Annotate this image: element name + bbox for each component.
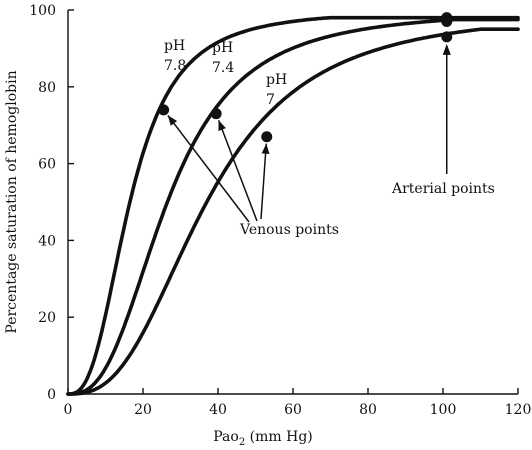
venous-arrow-2 [217, 119, 258, 222]
x-axis-label: Pao2 (mm Hg) [213, 429, 313, 448]
x-tick-label: 0 [64, 402, 73, 418]
curves [66, 15, 520, 396]
x-axis-label-main: Pao [213, 429, 239, 445]
y-tick-label: 60 [38, 157, 56, 173]
points [158, 12, 453, 143]
x-tick-label: 40 [209, 402, 227, 418]
arterial-point-3 [441, 31, 453, 43]
venous-point-1 [158, 104, 170, 116]
x-tick-label: 100 [430, 402, 457, 418]
arterial-points-label: Arterial points [391, 181, 495, 197]
series-labels: pH 7.8 pH 7.4 pH 7 [164, 38, 287, 108]
x-tick-label: 120 [505, 402, 532, 418]
series-label-ph: pH [266, 72, 287, 88]
x-tick-label: 60 [284, 402, 302, 418]
arrows [167, 43, 451, 223]
curve-series-2 [66, 17, 520, 396]
series-label-ph: pH [212, 40, 233, 56]
venous-arrowhead-2 [218, 120, 226, 131]
venous-arrow-1 [167, 114, 250, 223]
y-tick-label: 20 [38, 310, 56, 326]
venous-point-3 [261, 131, 273, 143]
y-tick-label: 100 [29, 3, 56, 19]
x-tick-label: 80 [359, 402, 377, 418]
venous-arrow-3 [260, 143, 268, 220]
x-ticks: 0 20 40 60 80 100 120 [64, 388, 532, 418]
venous-point-2 [210, 108, 222, 120]
curve-series-3 [66, 27, 520, 396]
y-tick-label: 80 [38, 80, 56, 96]
axes: 0 20 40 60 80 100 120 0 20 40 60 80 100 [29, 3, 531, 418]
y-tick-label: 40 [38, 233, 56, 249]
y-axis-label: Percentage saturation of hemoglobin [4, 70, 20, 333]
series-label-value: 7 [266, 92, 275, 108]
venous-arrowhead-3 [261, 143, 270, 154]
x-axis-label-unit: (mm Hg) [245, 429, 313, 445]
series-label-value: 7.8 [164, 58, 186, 74]
axis-frame [67, 10, 518, 395]
x-axis-label-subscript: 2 [239, 437, 245, 448]
series-label-ph: pH [164, 38, 185, 54]
arterial-arrowhead [442, 43, 451, 55]
venous-points-label: Venous points [239, 222, 339, 238]
series-label-value: 7.4 [212, 60, 234, 76]
arterial-point-2 [441, 16, 453, 28]
curve-series-1 [66, 15, 520, 396]
y-ticks: 0 20 40 60 80 100 [29, 3, 74, 403]
venous-arrowhead-1 [167, 115, 178, 126]
x-tick-label: 20 [134, 402, 152, 418]
y-tick-label: 0 [47, 387, 56, 403]
